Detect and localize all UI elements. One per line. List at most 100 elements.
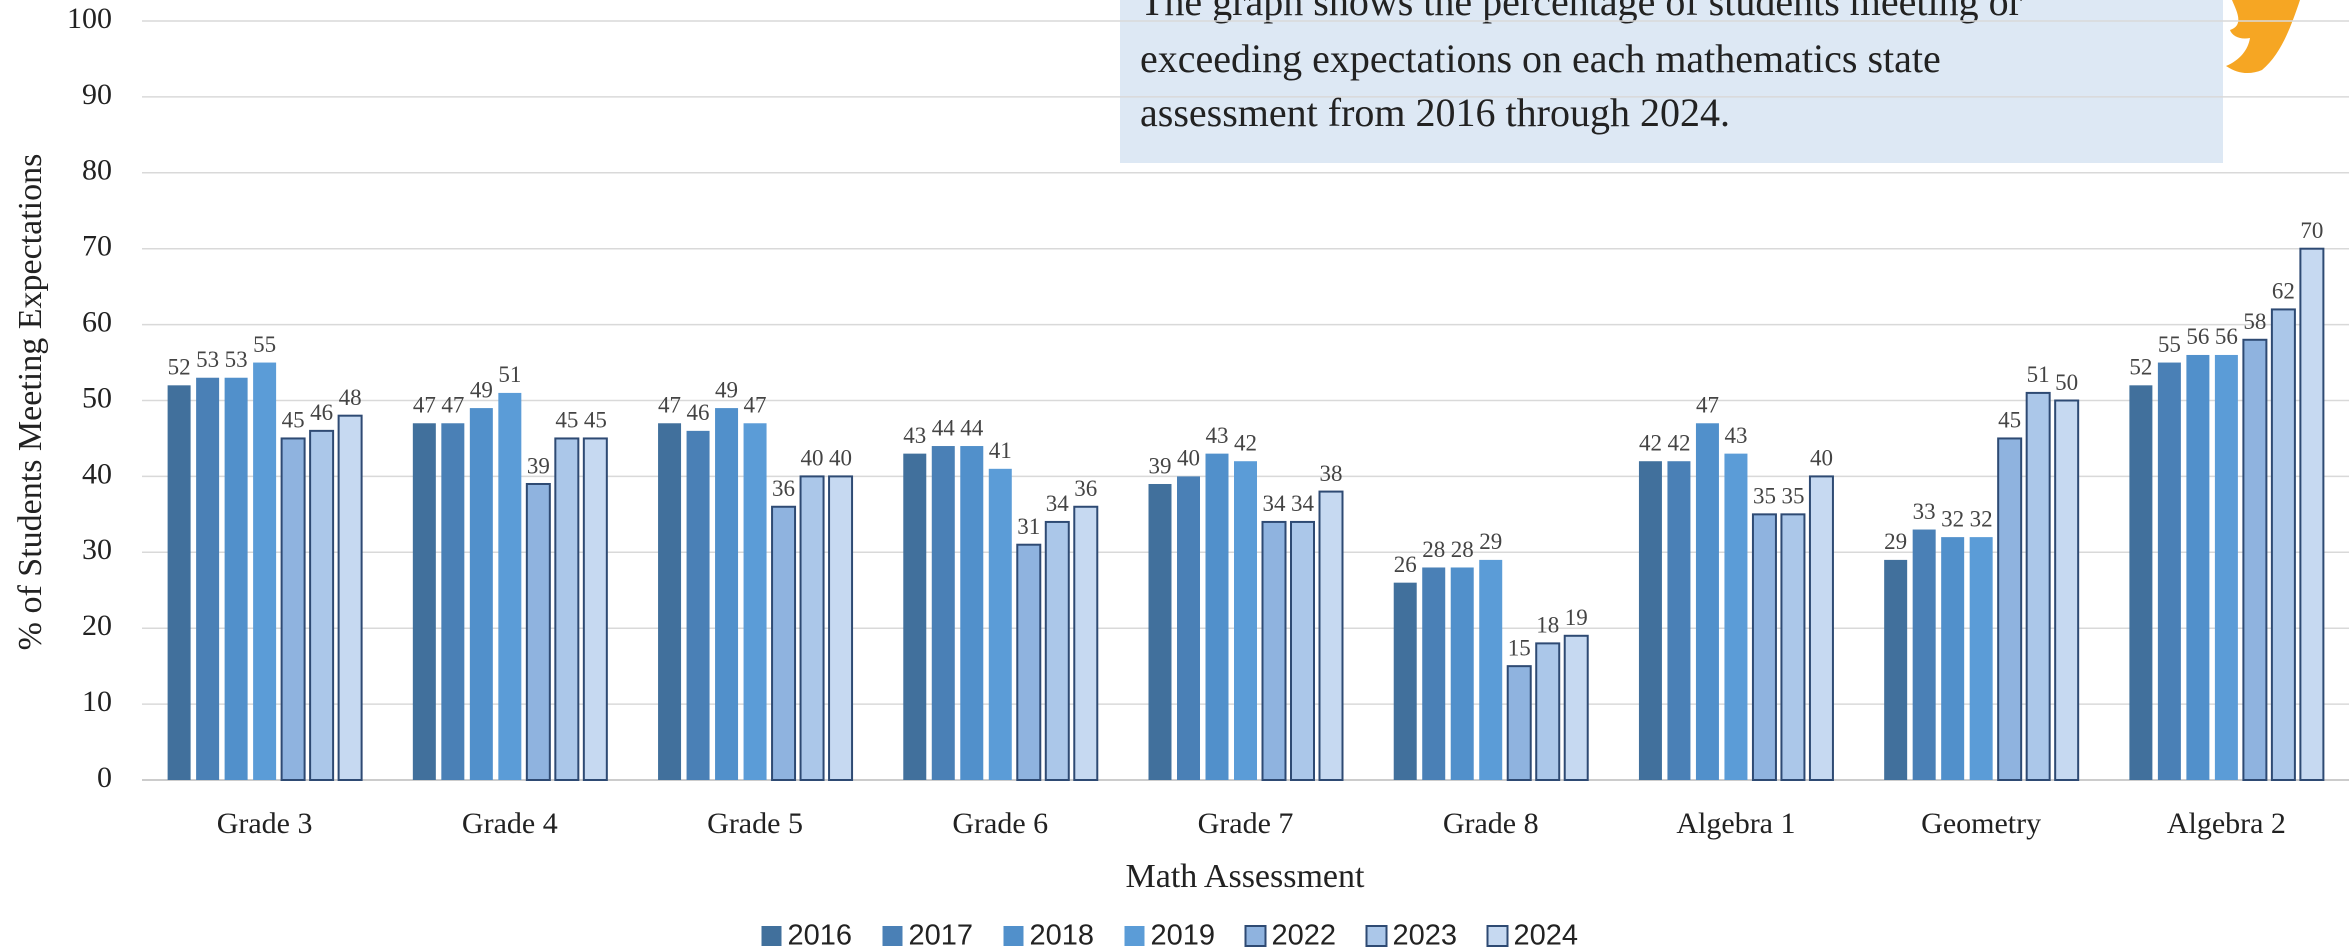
bar: [2242, 338, 2268, 781]
bar: [1667, 461, 1691, 780]
bar: [441, 423, 465, 780]
data-label: 32: [1941, 506, 1964, 531]
bar: [1318, 490, 1344, 781]
y-tick-label: 70: [82, 230, 112, 263]
data-label: 56: [2186, 324, 2209, 349]
bar: [224, 377, 248, 780]
y-tick-label: 30: [82, 533, 112, 566]
data-label: 42: [1639, 431, 1662, 456]
data-label: 34: [1046, 491, 1070, 516]
legend-label: 2023: [1393, 920, 1458, 952]
bar: [931, 446, 955, 780]
bar: [412, 423, 436, 780]
bar: [2157, 362, 2181, 780]
y-tick-label: 10: [82, 685, 112, 718]
data-label: 29: [1479, 529, 1502, 554]
data-label: 45: [282, 408, 305, 433]
data-label: 52: [168, 355, 191, 380]
data-label: 43: [1724, 423, 1747, 448]
bar: [1912, 529, 1936, 780]
bar: [1290, 520, 1315, 781]
data-label: 39: [1149, 453, 1172, 478]
data-label: 46: [687, 400, 710, 425]
data-label: 35: [1753, 484, 1776, 509]
bar: [1234, 461, 1257, 780]
bar: [1205, 453, 1229, 780]
y-tick-label: 0: [97, 761, 112, 794]
bar: [1695, 423, 1719, 780]
x-tick-label: Grade 6: [952, 807, 1048, 840]
data-label: 40: [801, 446, 824, 471]
y-tick-label: 60: [82, 305, 112, 338]
data-label: 32: [1970, 506, 1993, 531]
x-tick-label: Algebra 1: [1676, 807, 1795, 840]
bar: [1724, 453, 1748, 780]
data-label: 46: [310, 400, 333, 425]
data-label: 47: [413, 393, 436, 418]
bar: [960, 446, 984, 780]
bar: [1177, 476, 1200, 780]
legend-label: 2019: [1151, 920, 1216, 952]
x-tick-label: Grade 7: [1198, 807, 1294, 840]
y-tick-label: 80: [82, 154, 112, 187]
x-tick-label: Grade 3: [217, 807, 313, 840]
x-tick-label: Algebra 2: [2167, 807, 2286, 840]
data-label: 41: [989, 438, 1012, 463]
bar: [196, 377, 220, 780]
bar: [1780, 513, 1806, 781]
legend-label: 2017: [909, 920, 974, 952]
data-label: 42: [1234, 431, 1257, 456]
data-label: 43: [903, 423, 926, 448]
legend-swatch: [1003, 926, 1024, 946]
data-label: 50: [2055, 370, 2078, 395]
bar: [167, 385, 191, 780]
bar: [525, 482, 551, 781]
bar: [2129, 385, 2153, 780]
legend-swatch: [1486, 925, 1509, 947]
y-tick-label: 40: [82, 457, 112, 490]
legend-label: 2016: [788, 920, 853, 952]
data-label: 53: [196, 347, 219, 372]
y-tick-label: 20: [82, 609, 112, 642]
data-label: 55: [253, 332, 276, 357]
bar: [1535, 642, 1561, 781]
data-label: 49: [470, 377, 493, 402]
data-label: 15: [1508, 635, 1531, 660]
data-label: 58: [2243, 309, 2266, 334]
bar: [1941, 537, 1965, 780]
data-label: 45: [555, 408, 578, 433]
data-label: 51: [498, 362, 521, 387]
data-label: 31: [1017, 514, 1040, 539]
data-label: 36: [772, 476, 795, 501]
legend-label: 2018: [1030, 920, 1095, 952]
y-tick-label: 90: [82, 78, 112, 111]
bar: [1479, 559, 1503, 780]
data-label: 43: [1206, 423, 1229, 448]
bar: [1506, 665, 1532, 782]
x-tick-label: Grade 8: [1443, 807, 1539, 840]
x-tick-label: Grade 4: [462, 807, 558, 840]
y-axis-title: % of Students Meeting Expectations: [12, 154, 49, 651]
data-label: 48: [339, 385, 362, 410]
data-label: 47: [658, 393, 681, 418]
data-label: 47: [744, 393, 767, 418]
data-label: 35: [1781, 484, 1804, 509]
legend-label: 2022: [1272, 920, 1337, 952]
data-label: 40: [829, 446, 852, 471]
data-label: 53: [225, 347, 248, 372]
legend-swatch: [1244, 925, 1267, 947]
bar: [2299, 247, 2325, 781]
data-label: 39: [527, 453, 550, 478]
bar: [309, 429, 335, 781]
data-label: 18: [1536, 613, 1559, 638]
x-tick-label: Grade 5: [707, 807, 803, 840]
data-label: 38: [1320, 461, 1343, 486]
bar: [799, 475, 825, 781]
bar: [1044, 520, 1070, 781]
bar: [658, 423, 682, 780]
bar: [337, 414, 363, 781]
bar: [988, 468, 1012, 780]
data-label: 34: [1263, 491, 1287, 516]
bar: [1148, 483, 1172, 780]
